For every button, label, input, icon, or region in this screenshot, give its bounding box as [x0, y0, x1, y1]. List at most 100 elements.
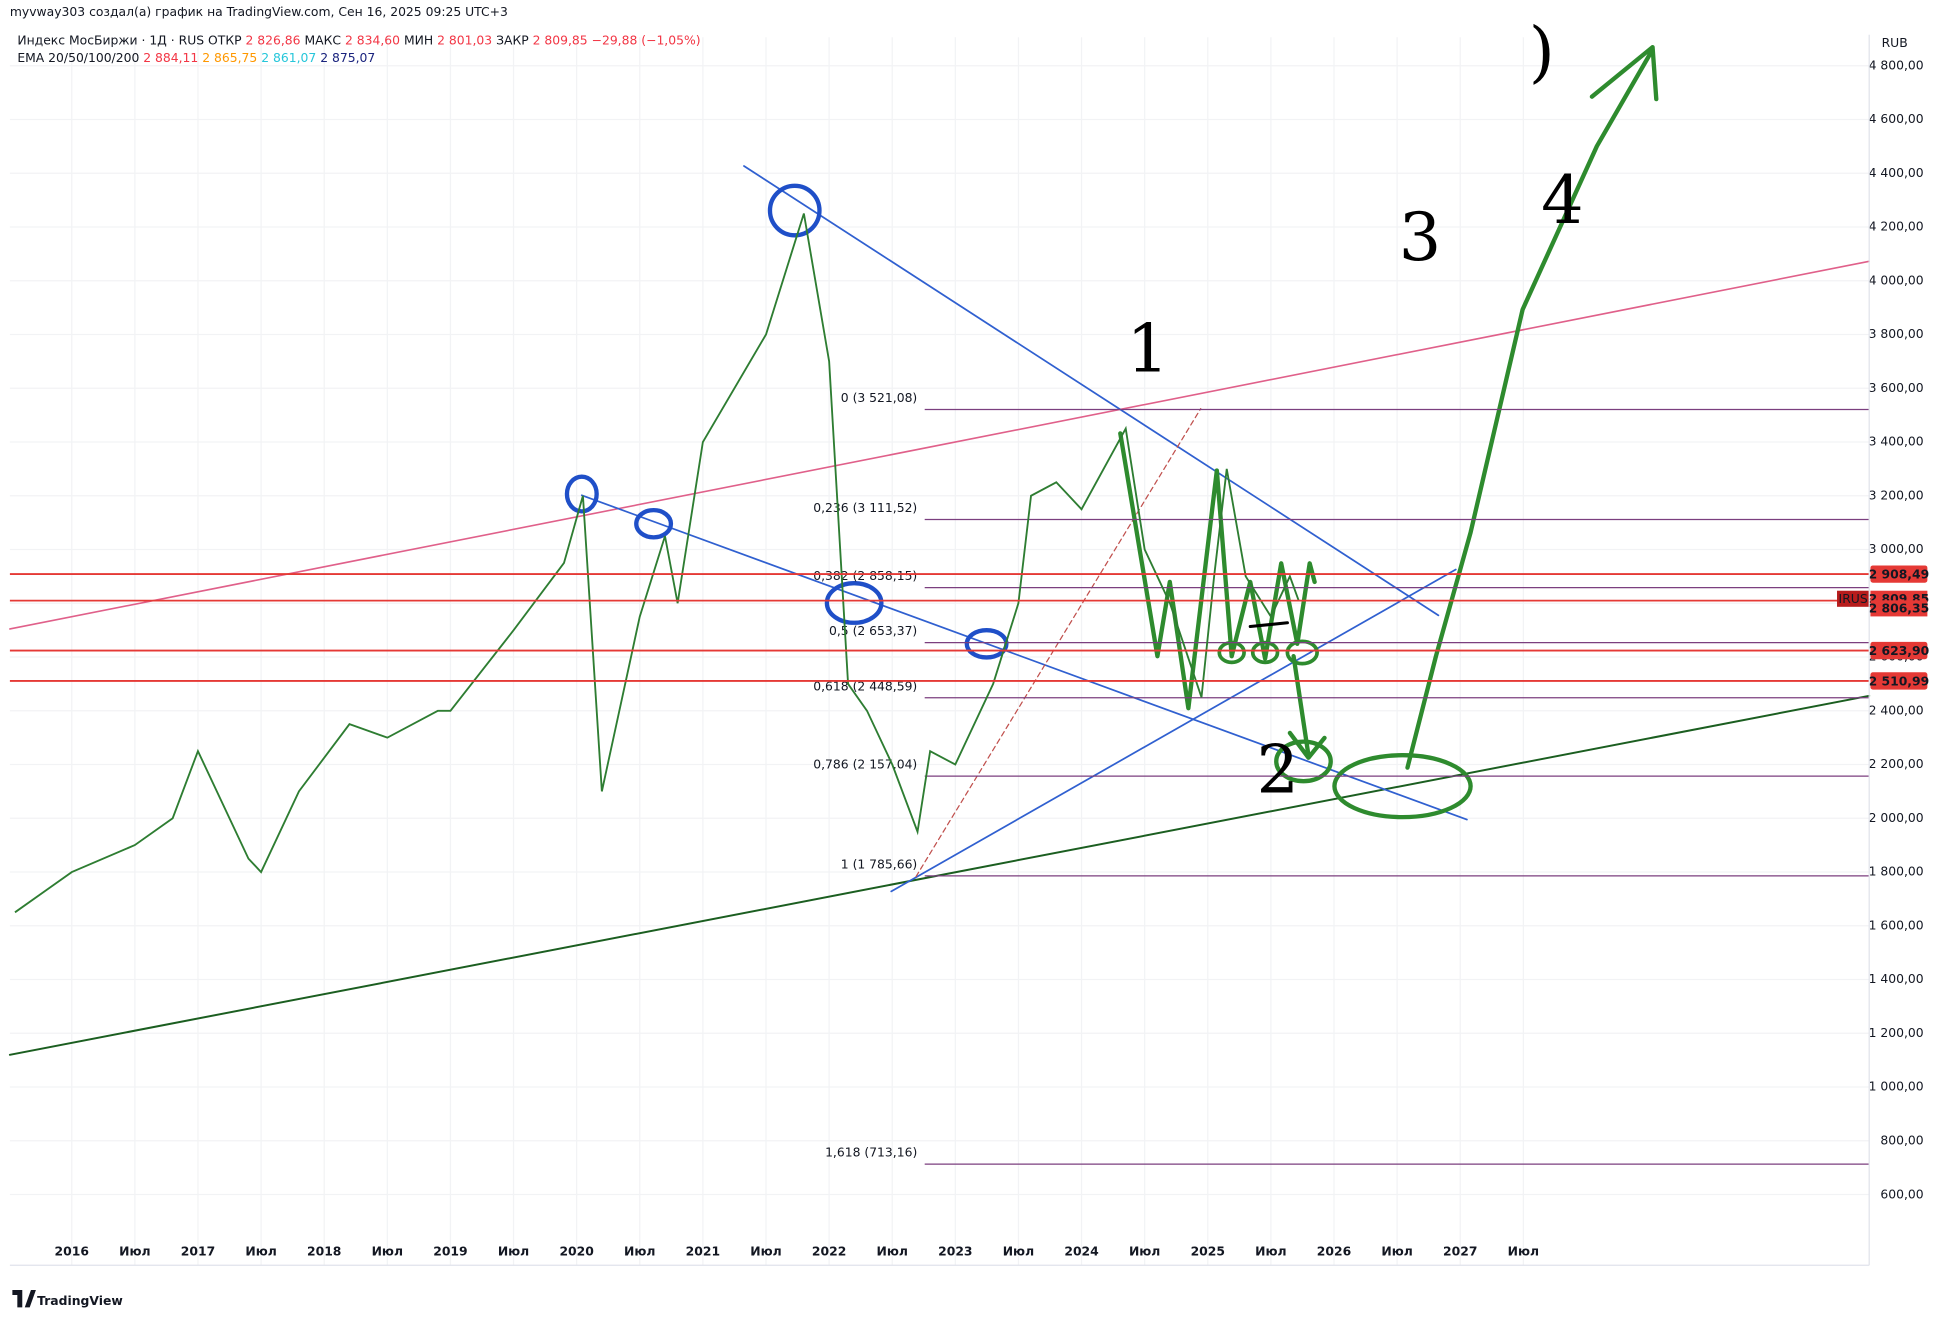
ema-value: 2 884,11	[143, 51, 198, 65]
y-tick-label: 3 600,00	[1869, 381, 1924, 395]
price-tag	[1870, 672, 1928, 690]
legend-line: Индекс МосБиржи · 1Д · RUS ОТКР 2 826,86…	[17, 34, 700, 48]
symbol: Индекс МосБиржи · 1Д · RUS	[17, 34, 204, 48]
y-tick-label: 800,00	[1880, 1134, 1923, 1148]
y-tick-label: 4 200,00	[1869, 220, 1924, 234]
y-tick-label: 1 000,00	[1869, 1080, 1924, 1094]
price-line	[14, 213, 1300, 914]
ohlc-label: ЗАКР	[496, 34, 529, 48]
price-tag-label: 2 908,49	[1869, 567, 1930, 581]
x-tick-label: Июл	[1003, 1244, 1034, 1258]
hand-mark	[1248, 621, 1289, 629]
drawings	[8, 44, 1871, 1056]
x-tick-label: Июл	[245, 1244, 276, 1258]
y-tick-label: 3 200,00	[1869, 488, 1924, 502]
x-tick-label: 2024	[1064, 1244, 1099, 1258]
ema-value: 2 861,07	[261, 51, 316, 65]
ohlc-label: ОТКР	[208, 34, 242, 48]
ticker-label: IRUS	[1839, 592, 1868, 606]
x-tick-label: Июл	[119, 1244, 150, 1258]
y-tick-label: 3 800,00	[1869, 327, 1924, 341]
hand-annotation: 4	[1541, 161, 1584, 239]
change: −29,88 (−1,05%)	[592, 34, 701, 48]
circle-mark	[824, 580, 884, 625]
hand-annotation: 1	[1126, 309, 1169, 387]
price-tag	[1870, 600, 1928, 617]
trend-line	[890, 568, 1457, 893]
y-tick-label: 3 400,00	[1869, 435, 1924, 449]
trend-line	[9, 260, 1871, 630]
circle-mark	[767, 183, 822, 238]
x-tick-label: 2022	[812, 1244, 846, 1258]
x-tick-label: 2025	[1191, 1244, 1225, 1258]
y-tick-label: 1 800,00	[1869, 865, 1924, 879]
y-tick-label: 600,00	[1880, 1187, 1923, 1201]
ohlc-value: 2 834,60	[345, 34, 400, 48]
ohlc-value: 2 801,03	[437, 34, 492, 48]
fib-label: 1,618 (713,16)	[825, 1146, 917, 1160]
x-tick-label: Июл	[750, 1244, 781, 1258]
hand-zigzag	[1118, 431, 1317, 711]
x-tick-label: 2026	[1317, 1244, 1351, 1258]
hand-annotation: 2	[1256, 730, 1299, 808]
x-tick-label: 2020	[559, 1244, 594, 1258]
y-tick-label: 2 400,00	[1869, 703, 1924, 717]
price-tag-label: 2 623,90	[1869, 644, 1930, 658]
price-tag-label: 2 806,35	[1869, 602, 1930, 616]
fib-label: 1 (1 785,66)	[841, 857, 917, 871]
y-tick-label: 3 000,00	[1869, 542, 1924, 556]
x-tick-label: 2018	[307, 1244, 341, 1258]
y-tick-label: 1 200,00	[1869, 1026, 1924, 1040]
fib-label: 0,236 (3 111,52)	[813, 501, 917, 515]
y-tick-label: 4 600,00	[1869, 112, 1924, 126]
x-tick-label: Июл	[624, 1244, 655, 1258]
y-tick-label: 2 000,00	[1869, 811, 1924, 825]
x-tick-label: 2017	[181, 1244, 215, 1258]
fib-label: 0,618 (2 448,59)	[813, 679, 917, 693]
ohlc-value: 2 809,85	[533, 34, 588, 48]
ohlc-label: МАКС	[304, 34, 341, 48]
fib-label: 0,786 (2 157,04)	[813, 758, 917, 772]
fib-label: 0,382 (2 858,15)	[813, 569, 917, 583]
fib-label: 0,5 (2 653,37)	[829, 624, 917, 638]
ohlc-label: МИН	[404, 34, 433, 48]
y-tick-label: 1 400,00	[1869, 972, 1924, 986]
trend-line	[743, 165, 1440, 617]
ema-line: EMA 20/50/100/200 2 884,11 2 865,75 2 86…	[17, 51, 375, 65]
x-tick-label: Июл	[1508, 1244, 1539, 1258]
price-tag	[1870, 641, 1928, 660]
hand-annotation: )	[1529, 12, 1555, 90]
x-tick-label: Июл	[372, 1244, 403, 1258]
x-tick-label: 2023	[938, 1244, 972, 1258]
x-tick-label: Июл	[1255, 1244, 1286, 1258]
overlay: 2 908,49 2 623,90 2 510,99 IRUS 2 809,85 2 80…	[9, 12, 1930, 808]
trend-line	[580, 494, 1468, 821]
x-tick-label: Июл	[498, 1244, 529, 1258]
y-tick-label: 2 200,00	[1869, 757, 1924, 771]
x-tick-label: 2016	[55, 1244, 89, 1258]
x-tick-label: 2019	[433, 1244, 467, 1258]
y-tick-label: 4 400,00	[1869, 166, 1924, 180]
series: 0 (3 521,08) 0,236 (3 111,52) 0,382 (2 858…	[14, 213, 1870, 1165]
price-tag	[1870, 565, 1928, 583]
price-tag-label: 2 510,99	[1869, 674, 1930, 688]
ema-value: 2 865,75	[202, 51, 257, 65]
currency: RUB	[1882, 36, 1908, 50]
circle-mark	[564, 474, 599, 514]
hand-annotation: 3	[1399, 198, 1442, 276]
circle-mark	[1285, 639, 1319, 666]
ticker-tag	[1837, 590, 1870, 607]
y-tick-label: 4 800,00	[1869, 58, 1924, 72]
ohlc-value: 2 826,86	[246, 34, 301, 48]
ema-value: 2 875,07	[320, 51, 375, 65]
x-tick-label: 2027	[1443, 1244, 1477, 1258]
grid: 600,00 800,00 1 000,00 1 200,00 1 400,00 1 60…	[9, 37, 1924, 1266]
circle-mark	[1274, 739, 1333, 784]
circle-mark	[634, 507, 674, 540]
y-tick-label: 1 600,00	[1869, 918, 1924, 932]
author-line: myvway303 создал(а) график на TradingVie…	[10, 5, 508, 19]
brand: TradingView	[37, 1294, 123, 1308]
